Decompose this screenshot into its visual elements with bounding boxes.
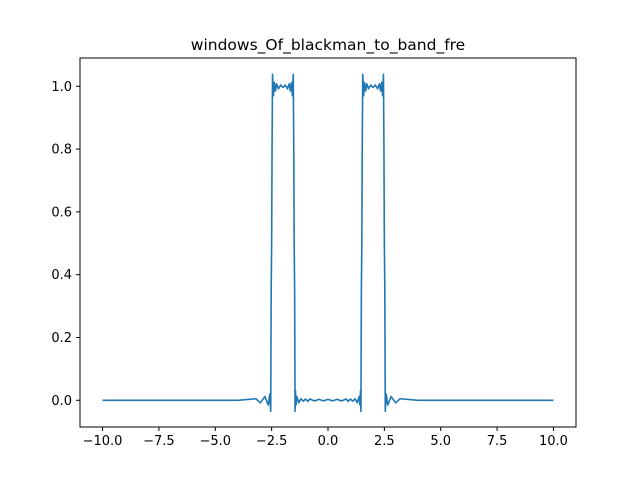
y-tick-label: 0.4 [51, 268, 72, 283]
x-tick-label: 0.0 [318, 434, 339, 449]
x-tick-label: −10.0 [83, 434, 123, 449]
y-tick-label: 0.0 [51, 394, 72, 409]
x-tick-label: −5.0 [199, 434, 231, 449]
y-tick-label: 1.0 [51, 80, 72, 95]
x-tick-label: 7.5 [487, 434, 508, 449]
x-tick-label: 2.5 [374, 434, 395, 449]
series-line-0 [102, 73, 554, 413]
y-tick-label: 0.8 [51, 143, 72, 158]
plot-area: −10.0 −7.5 −5.0 −2.5 0.0 2.5 5.0 7.5 10.0 0.0 0.2 0… [51, 57, 577, 449]
x-tick-label: 5.0 [430, 434, 451, 449]
y-tick-label: 0.2 [51, 331, 72, 346]
y-tick-label: 0.6 [51, 205, 72, 220]
x-tick-label: −7.5 [143, 434, 175, 449]
chart-title: windows_Of_blackman_to_band_fre [191, 36, 465, 55]
x-tick-label: 10.0 [539, 434, 568, 449]
x-tick-label: −2.5 [256, 434, 288, 449]
